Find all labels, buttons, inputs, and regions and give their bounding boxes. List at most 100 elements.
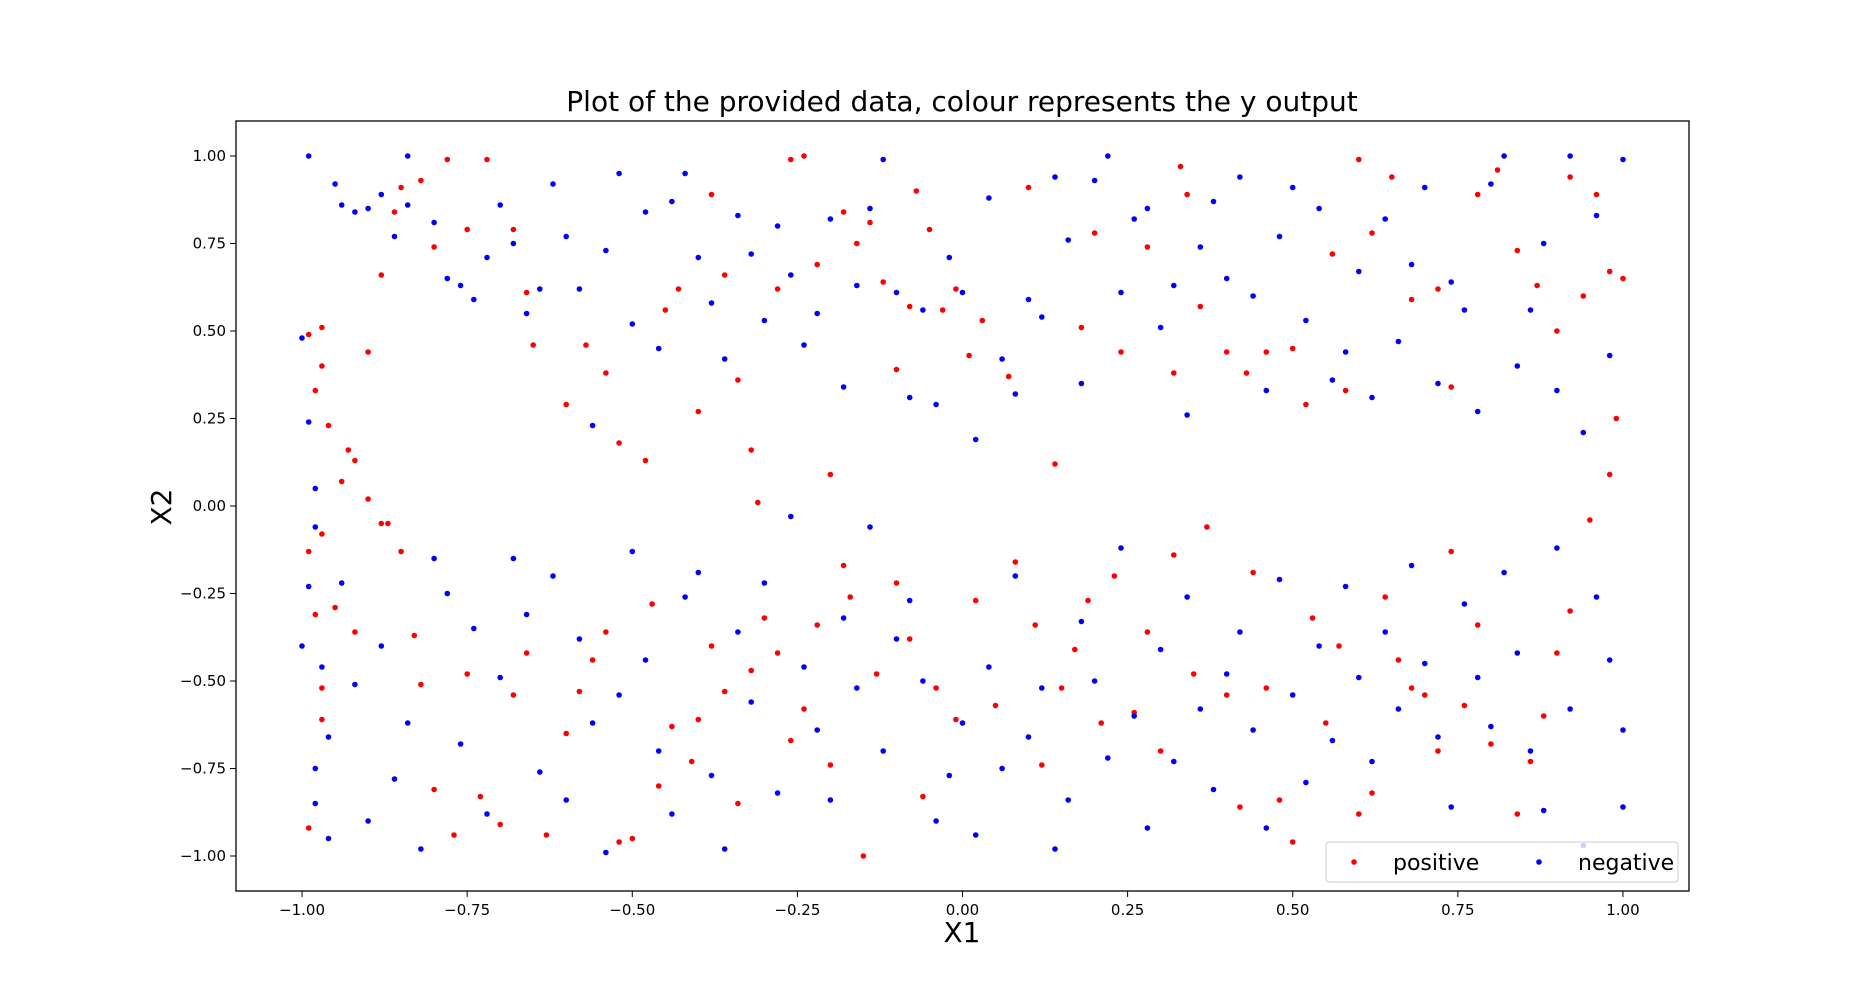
point-negative-84 xyxy=(1422,184,1428,191)
point-negative-91 xyxy=(1514,363,1521,369)
point-negative-169 xyxy=(1105,755,1111,761)
point-positive-134 xyxy=(827,762,834,768)
point-negative-142 xyxy=(748,699,754,705)
point-positive-128 xyxy=(748,667,754,674)
point-negative-146 xyxy=(801,664,807,670)
point-positive-86 xyxy=(1554,328,1560,334)
point-negative-1 xyxy=(332,181,338,187)
point-positive-155 xyxy=(1144,629,1151,635)
x-tick-label-8: 1.00 xyxy=(1606,901,1639,919)
point-negative-133 xyxy=(629,548,636,555)
point-positive-52 xyxy=(913,188,920,194)
point-negative-157 xyxy=(946,772,953,779)
point-negative-115 xyxy=(391,776,398,782)
point-positive-57 xyxy=(979,317,986,324)
point-negative-141 xyxy=(735,629,741,635)
point-negative-61 xyxy=(1118,289,1124,296)
point-negative-155 xyxy=(920,678,926,684)
point-positive-141 xyxy=(920,793,926,800)
point-positive-18 xyxy=(391,209,398,215)
point-positive-153 xyxy=(1111,573,1118,579)
point-positive-172 xyxy=(1395,657,1402,663)
point-positive-24 xyxy=(464,226,471,233)
point-negative-36 xyxy=(788,272,794,278)
y-tick-label-0: −1.00 xyxy=(180,847,226,865)
point-negative-178 xyxy=(1223,671,1230,677)
point-negative-197 xyxy=(1474,674,1481,681)
point-negative-163 xyxy=(1025,734,1032,740)
point-negative-76 xyxy=(1316,205,1322,212)
points-layer xyxy=(299,153,1626,859)
point-positive-28 xyxy=(563,401,569,408)
point-negative-134 xyxy=(642,657,649,663)
point-negative-80 xyxy=(1369,394,1375,401)
point-negative-158 xyxy=(959,720,966,726)
point-negative-171 xyxy=(1131,713,1137,719)
point-positive-1 xyxy=(319,363,325,369)
point-positive-164 xyxy=(1276,797,1283,803)
point-negative-21 xyxy=(589,422,596,429)
point-positive-179 xyxy=(1488,741,1494,747)
point-positive-0 xyxy=(305,331,312,338)
point-positive-133 xyxy=(814,622,820,628)
point-positive-50 xyxy=(893,366,900,373)
point-positive-83 xyxy=(1494,167,1501,173)
point-negative-208 xyxy=(1620,727,1626,733)
point-negative-198 xyxy=(1488,723,1494,730)
point-negative-150 xyxy=(854,685,860,691)
point-negative-185 xyxy=(1316,643,1322,649)
point-negative-191 xyxy=(1395,706,1402,712)
point-negative-109 xyxy=(312,800,319,807)
point-positive-118 xyxy=(616,839,622,845)
point-negative-125 xyxy=(523,611,530,618)
point-negative-129 xyxy=(576,636,583,642)
point-positive-146 xyxy=(1012,559,1019,565)
point-negative-35 xyxy=(774,223,781,229)
point-positive-37 xyxy=(721,272,728,278)
point-positive-144 xyxy=(972,597,979,604)
point-negative-7 xyxy=(404,153,411,159)
point-negative-140 xyxy=(721,846,728,852)
point-positive-135 xyxy=(840,562,847,569)
point-negative-25 xyxy=(642,209,649,215)
x-axis: −1.00 −0.75 −0.50 −0.25 0.00 0.25 0.50 0.75 1.00 xyxy=(279,891,1640,919)
point-negative-14 xyxy=(497,202,504,208)
point-negative-71 xyxy=(1250,293,1256,299)
point-positive-161 xyxy=(1237,804,1243,810)
point-negative-189 xyxy=(1369,758,1375,765)
point-negative-60 xyxy=(1105,153,1111,159)
point-negative-195 xyxy=(1448,804,1454,810)
point-negative-203 xyxy=(1554,545,1560,551)
point-positive-46 xyxy=(840,209,847,215)
x-tick-label-5: 0.25 xyxy=(1111,901,1144,919)
point-negative-186 xyxy=(1329,737,1336,744)
point-negative-104 xyxy=(305,583,312,590)
point-positive-148 xyxy=(1039,762,1045,768)
point-negative-37 xyxy=(801,342,807,348)
point-negative-57 xyxy=(1065,237,1071,243)
point-positive-3 xyxy=(319,324,325,331)
point-positive-20 xyxy=(418,177,424,184)
point-negative-201 xyxy=(1527,748,1534,754)
point-negative-63 xyxy=(1144,205,1151,212)
point-positive-96 xyxy=(1554,650,1560,656)
point-positive-113 xyxy=(543,832,550,838)
point-positive-91 xyxy=(1620,275,1626,282)
point-negative-153 xyxy=(893,636,900,642)
point-positive-115 xyxy=(576,688,583,695)
point-negative-42 xyxy=(867,205,873,212)
point-negative-26 xyxy=(655,345,662,352)
point-positive-47 xyxy=(854,240,860,247)
point-negative-113 xyxy=(365,818,371,824)
point-negative-108 xyxy=(312,765,319,772)
point-positive-100 xyxy=(332,604,338,611)
point-negative-116 xyxy=(404,720,411,726)
point-negative-28 xyxy=(682,170,688,177)
point-positive-176 xyxy=(1448,548,1454,555)
point-negative-96 xyxy=(1580,429,1587,436)
point-negative-82 xyxy=(1395,338,1402,345)
point-positive-88 xyxy=(1580,293,1587,299)
point-negative-124 xyxy=(510,555,517,562)
point-positive-35 xyxy=(695,408,702,415)
